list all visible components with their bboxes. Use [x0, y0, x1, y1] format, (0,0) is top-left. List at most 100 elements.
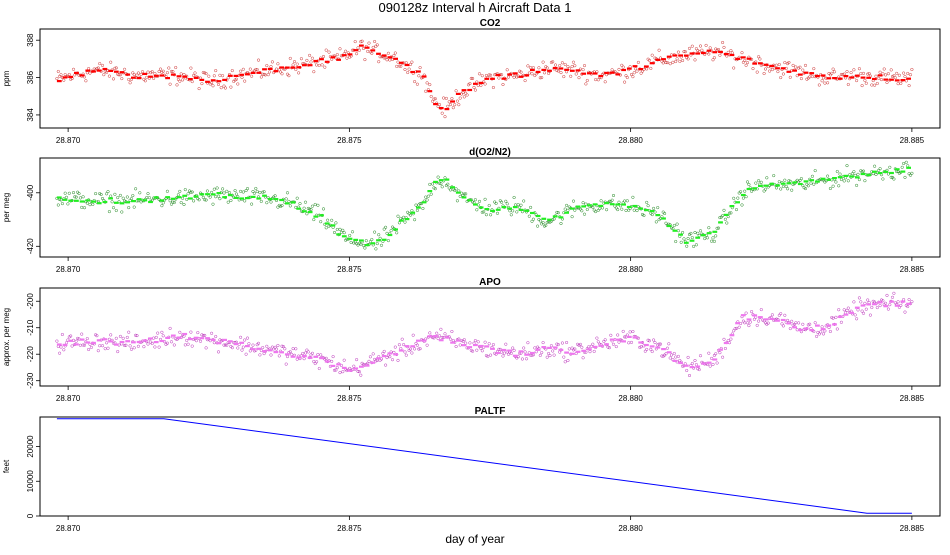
data-point-co2-83	[169, 69, 174, 73]
data-point-o2n2-158	[273, 194, 277, 198]
data-point-apo-578	[853, 313, 857, 317]
series-paltf	[56, 418, 912, 514]
data-point-apo-579	[855, 317, 859, 321]
data-point-co2-100	[193, 71, 197, 75]
data-point-co2-130	[234, 77, 238, 81]
data-point-co2-374	[571, 60, 576, 64]
data-point-co2-490	[732, 66, 736, 70]
data-point-co2-223	[363, 58, 367, 62]
data-point-apo-20	[82, 343, 87, 347]
data-point-apo-58	[135, 334, 139, 338]
data-point-apo-572	[845, 308, 849, 312]
data-point-apo-518	[770, 313, 774, 317]
data-point-co2-441	[664, 61, 668, 65]
data-point-co2-509	[758, 57, 762, 61]
panel-frame-co2	[39, 28, 941, 129]
data-point-o2n2-572	[845, 164, 849, 168]
data-point-co2-97	[189, 66, 193, 70]
x-tick-label-apo-2: 28.880	[618, 394, 643, 403]
data-point-o2n2-529	[786, 187, 790, 191]
data-point-apo-616	[906, 304, 910, 309]
data-point-co2-448	[674, 59, 678, 64]
data-point-o2n2-523	[777, 180, 781, 184]
data-point-o2n2-558	[826, 174, 830, 178]
data-point-apo-555	[821, 332, 826, 336]
data-point-apo-401	[609, 333, 613, 337]
data-point-apo-417	[631, 329, 635, 334]
data-point-apo-80	[165, 341, 169, 345]
data-point-apo-447	[672, 351, 676, 356]
data-point-co2-245	[393, 51, 397, 55]
data-point-co2-449	[675, 57, 679, 61]
data-point-o2n2-239	[385, 231, 389, 235]
data-point-apo-51	[125, 335, 129, 339]
data-point-co2-558	[826, 81, 830, 85]
data-point-co2-173	[294, 67, 298, 72]
data-point-apo-52	[127, 330, 131, 334]
data-point-co2-382	[582, 64, 587, 68]
data-point-o2n2-268	[425, 198, 429, 202]
data-point-co2-252	[403, 67, 407, 72]
x-tick-label-paltf-3: 28.885	[900, 524, 925, 533]
data-point-o2n2-37	[106, 190, 110, 194]
panel-title-apo: APO	[479, 277, 501, 288]
data-point-co2-512	[762, 71, 766, 76]
data-point-o2n2-382	[582, 212, 587, 216]
data-point-o2n2-111	[208, 195, 212, 199]
data-point-co2-577	[852, 68, 856, 72]
x-tick-label-apo-3: 28.885	[900, 394, 925, 403]
data-point-apo-69	[150, 341, 154, 346]
data-point-apo-180	[303, 351, 308, 355]
data-point-o2n2-117	[216, 194, 221, 198]
data-point-apo-304	[475, 348, 479, 352]
data-point-o2n2-272	[431, 182, 435, 186]
data-point-apo-573	[846, 306, 850, 310]
data-point-apo-138	[245, 336, 250, 340]
data-point-apo-301	[471, 349, 475, 353]
data-point-apo-292	[458, 343, 462, 347]
data-point-co2-366	[560, 61, 564, 65]
data-point-apo-15	[76, 336, 80, 340]
data-point-apo-258	[411, 333, 415, 337]
data-point-o2n2-449	[675, 222, 679, 226]
data-point-apo-619	[910, 300, 914, 304]
data-point-o2n2-513	[763, 187, 768, 191]
data-point-o2n2-40	[110, 200, 114, 204]
data-point-o2n2-99	[192, 199, 196, 203]
data-point-co2-135	[241, 67, 245, 71]
data-point-o2n2-333	[515, 210, 519, 214]
data-point-apo-367	[562, 355, 566, 359]
data-point-apo-53	[128, 344, 132, 348]
data-point-co2-228	[370, 51, 374, 55]
data-point-apo-587	[866, 298, 870, 302]
data-point-apo-279	[440, 335, 444, 339]
data-point-apo-529	[786, 318, 790, 322]
data-point-co2-402	[610, 68, 614, 72]
data-point-o2n2-548	[812, 182, 816, 186]
data-point-o2n2-381	[581, 201, 585, 205]
data-point-co2-307	[479, 83, 483, 87]
data-point-co2-282	[444, 96, 448, 100]
data-point-apo-553	[819, 330, 823, 334]
data-point-o2n2-163	[280, 204, 284, 208]
data-point-o2n2-77	[161, 201, 165, 205]
data-point-o2n2-435	[656, 206, 660, 210]
data-point-apo-502	[748, 320, 752, 324]
data-point-o2n2-409	[620, 207, 624, 211]
data-point-apo-500	[745, 321, 750, 325]
data-point-o2n2-113	[211, 202, 215, 206]
data-point-o2n2-398	[605, 208, 609, 212]
data-point-apo-490	[732, 329, 736, 333]
data-point-co2-127	[230, 69, 234, 73]
data-point-apo-39	[109, 333, 113, 337]
data-point-co2-561	[830, 71, 834, 75]
data-point-o2n2-247	[396, 214, 400, 218]
y-tick-label-co2-0: 384	[26, 108, 35, 122]
data-point-co2-339	[523, 79, 527, 83]
data-point-o2n2-326	[505, 202, 509, 206]
data-point-apo-564	[834, 315, 838, 319]
data-point-apo-239	[385, 356, 389, 360]
data-point-apo-105	[200, 333, 204, 337]
data-point-apo-492	[734, 326, 739, 330]
data-point-o2n2-7	[64, 195, 69, 199]
